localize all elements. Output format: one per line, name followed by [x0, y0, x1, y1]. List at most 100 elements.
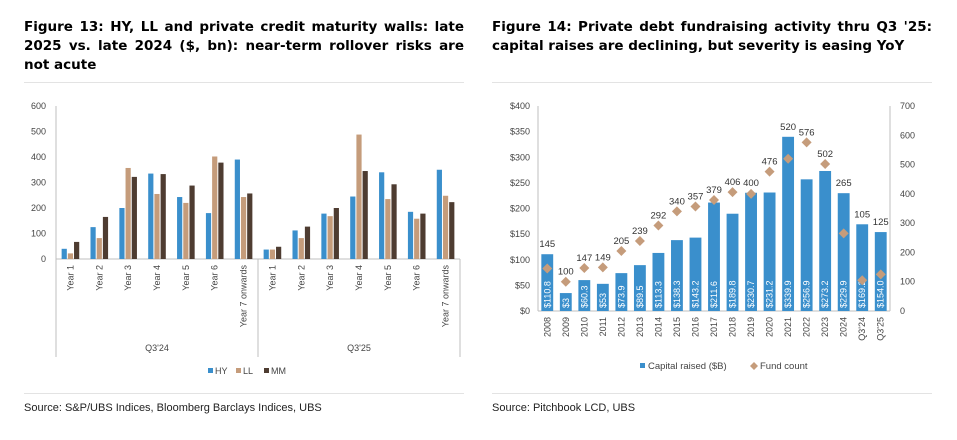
- bar-capital-raised: [578, 280, 591, 311]
- point-data-label: 576: [799, 127, 815, 138]
- x-tick-label: 2020: [765, 317, 775, 337]
- point-fund-count: [838, 228, 849, 239]
- x-tick-label: Year 5: [181, 265, 191, 291]
- x-tick-label: Year 7 onwards: [239, 265, 249, 328]
- bar-mm: [74, 241, 80, 259]
- y-tick-label: 200: [31, 203, 46, 213]
- point-fund-count: [746, 188, 757, 199]
- x-tick-label: 2008: [542, 317, 552, 337]
- bar-capital-raised: [763, 192, 776, 311]
- bar-mm: [391, 184, 397, 259]
- bar-hy: [407, 211, 414, 259]
- bar-hy: [90, 227, 96, 259]
- bar-capital-raised: [559, 293, 572, 311]
- y-tick-label-left: $350: [510, 127, 530, 137]
- point-fund-count: [690, 201, 701, 212]
- x-tick-label: Year 6: [210, 265, 220, 291]
- point-data-label: 265: [836, 178, 852, 189]
- bar-hy: [119, 208, 125, 259]
- bar-ll: [212, 156, 218, 259]
- bar-ll: [442, 195, 449, 259]
- bar-mm: [160, 174, 166, 259]
- bar-capital-raised: [652, 252, 665, 311]
- figure-14-chart: $0 $50 $100 $150 $200 $250 $300 $350 $400 0 100 200…: [510, 101, 915, 372]
- point-fund-count: [560, 276, 571, 287]
- bar-mm: [218, 162, 224, 259]
- bar-mm: [304, 226, 311, 259]
- x-tick-label: 2009: [561, 317, 571, 337]
- source-divider: [492, 393, 932, 394]
- bar-data-label: $211.6: [709, 281, 719, 308]
- bar-data-label: $339.9: [783, 280, 793, 308]
- bar-data-label: $89.5: [635, 285, 645, 308]
- x-tick-label: 2014: [653, 317, 663, 337]
- x-tick-label: 2016: [690, 317, 700, 337]
- legend-label-ll: LL: [243, 366, 253, 376]
- bar-capital-raised: [726, 213, 739, 311]
- y-tick-label-right: 500: [900, 160, 915, 170]
- point-fund-count: [653, 220, 664, 231]
- legend-label-capital-raised: Capital raised ($B): [648, 361, 727, 372]
- bar-data-label: $273.2: [820, 280, 830, 308]
- x-tick-label: Year 7 onwards: [441, 265, 451, 328]
- legend-label-fund-count: Fund count: [760, 361, 808, 372]
- source-divider: [24, 393, 464, 394]
- point-fund-count: [875, 269, 886, 280]
- bar-data-label: $53: [598, 293, 608, 308]
- point-data-label: 239: [632, 226, 648, 237]
- point-data-label: 357: [688, 191, 704, 202]
- title-divider: [492, 82, 932, 83]
- title-divider: [24, 82, 464, 83]
- x-tick-label: Year 1: [65, 265, 75, 291]
- point-data-label: 105: [854, 209, 870, 220]
- y-tick-label-left: $200: [510, 204, 530, 214]
- point-fund-count: [634, 236, 645, 247]
- legend-swatch-fund-count: [750, 362, 758, 370]
- bar-hy: [436, 169, 442, 259]
- point-data-label: 340: [669, 196, 685, 207]
- bar-capital-raised: [837, 193, 850, 311]
- figure-14-title: Figure 14: Private debt fundraising acti…: [492, 19, 932, 54]
- bar-data-label: $189.8: [728, 280, 738, 308]
- bar-data-label: $230.7: [746, 280, 756, 308]
- y-tick-label-left: $150: [510, 229, 530, 239]
- x-tick-label: Year 6: [412, 265, 422, 291]
- legend-swatch-capital-raised: [640, 363, 645, 368]
- bar-hy: [205, 213, 212, 259]
- figure-13-title: Figure 13: HY, LL and private credit mat…: [24, 19, 464, 73]
- bar-ll: [154, 193, 160, 259]
- point-data-label: 147: [576, 253, 592, 264]
- bar-ll: [96, 238, 102, 259]
- x-tick-label: 2024: [839, 317, 849, 337]
- y-tick-label-right: 300: [900, 218, 915, 228]
- bar-ll: [327, 216, 333, 259]
- point-data-label: 125: [873, 217, 889, 228]
- bar-ll: [183, 202, 189, 259]
- x-tick-label: Year 3: [325, 265, 335, 291]
- legend-swatch-mm: [264, 368, 269, 373]
- bar-ll: [240, 197, 247, 259]
- point-fund-count: [709, 195, 719, 206]
- bar-capital-raised: [689, 237, 702, 311]
- bar-capital-raised: [819, 170, 832, 311]
- bar-ll: [356, 134, 362, 259]
- point-data-label: 149: [595, 252, 611, 263]
- figure-13-chart: 0 100 200 300 400 500 600 Year 1 Year 2 Year 3 Yea…: [31, 101, 461, 376]
- legend-label-hy: HY: [215, 366, 228, 376]
- x-tick-label: 2017: [709, 317, 719, 337]
- point-data-label: 205: [613, 236, 629, 247]
- x-tick-label: Q3'24: [857, 317, 867, 341]
- x-tick-label: Year 1: [267, 265, 277, 291]
- bar-data-label: $113.3: [653, 281, 663, 308]
- bar-capital-raised: [541, 254, 554, 311]
- y-tick-label: 600: [31, 101, 46, 111]
- point-fund-count: [820, 158, 831, 169]
- x-tick-label: 2012: [616, 317, 626, 337]
- point-data-label: 100: [558, 267, 574, 278]
- x-tick-label: 2022: [802, 317, 812, 337]
- bar-mm: [362, 171, 368, 259]
- y-tick-label-left: $250: [510, 178, 530, 188]
- bar-capital-raised: [615, 273, 628, 311]
- bar-mm: [333, 208, 339, 259]
- y-tick-label-left: $0: [520, 306, 530, 316]
